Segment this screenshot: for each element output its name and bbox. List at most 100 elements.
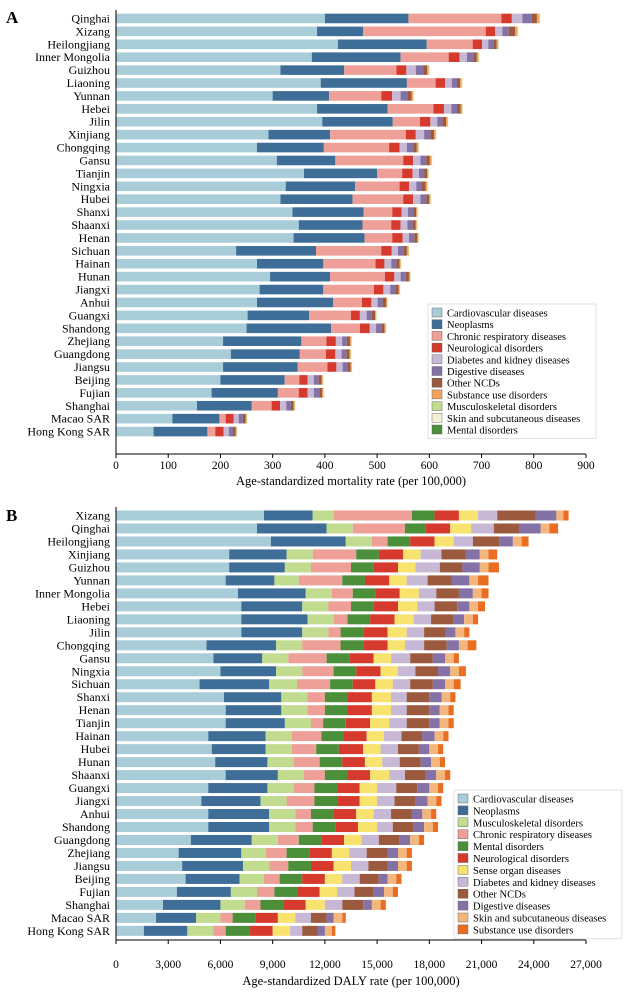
panel-b-x-tick-label: 27,000 — [570, 959, 602, 971]
panel-a-bar-anhui-neoplasms — [257, 297, 334, 308]
panel-a-bar-jiangxi-cardiovascular-diseases — [116, 284, 260, 295]
panel-b-bar-anhui-substance-use-disorders — [431, 809, 437, 820]
panel-a-bar-shanxi-chronic-respiratory-diseases — [363, 207, 393, 217]
panel-a-x-tick-label: 700 — [473, 460, 491, 472]
panel-b-bar-macao-sar-mental-disorders — [232, 912, 256, 923]
panel-a-bar-shanghai-chronic-respiratory-diseases — [251, 400, 272, 411]
panel-a-bar-shaanxi-neoplasms — [298, 220, 363, 230]
panel-a-bar-xinjiang-substance-use-disorders — [434, 129, 436, 140]
panel-a-bar-shaanxi-musculoskeletal-disorders — [416, 220, 418, 230]
panel-b-bar-xinjiang-diabetes-and-kidney-diseases — [420, 549, 442, 560]
panel-a-bar-shandong-skin-and-subcutaneous-diseases — [385, 323, 387, 334]
panel-a-category-label: Tianjin — [76, 166, 110, 180]
panel-b-bar-ningxia-mental-disorders — [333, 666, 357, 677]
panel-b-bar-gansu-neurological-disorders — [349, 653, 374, 664]
panel-b-bar-qinghai-musculoskeletal-disorders — [326, 523, 353, 534]
panel-a-bar-shanghai-cardiovascular-diseases — [116, 400, 197, 411]
panel-b-bar-tianjin-other-ncds — [406, 718, 430, 729]
panel-b-bar-xizang-musculoskeletal-disorders — [312, 510, 334, 521]
panel-b-bar-shandong-neurological-disorders — [335, 822, 358, 833]
panel-b-bar-guangxi-sense-organ-diseases — [359, 783, 378, 794]
panel-a-bar-hong-kong-sar-diabetes-and-kidney-diseases — [223, 426, 229, 437]
panel-b-x-tick-label: 9,000 — [260, 959, 286, 971]
panel-b-bar-zhejiang-neurological-disorders — [309, 847, 332, 858]
panel-b-bar-gansu-substance-use-disorders — [453, 653, 459, 664]
panel-a-bar-hong-kong-sar-substance-use-disorders — [235, 426, 237, 437]
panel-a-bar-jiangsu-neoplasms — [223, 362, 298, 372]
panel-a-bar-guangdong-neoplasms — [230, 349, 300, 359]
panel-a-bar-hebei-chronic-respiratory-diseases — [387, 104, 434, 114]
panel-b-x-tick-label: 24,000 — [518, 959, 550, 971]
panel-a-bar-ningxia-skin-and-subcutaneous-diseases — [427, 181, 429, 192]
panel-a-bar-anhui-digestive-diseases — [377, 297, 383, 308]
panel-b-category-label: Hebei — [81, 599, 110, 613]
panel-b-bar-shaanxi-other-ncds — [404, 770, 426, 781]
panel-a-bar-xizang-chronic-respiratory-diseases — [363, 26, 486, 37]
panel-b-category-label: Shanghai — [65, 898, 110, 912]
panel-b-category-label: Liaoning — [67, 612, 110, 626]
panel-b-bar-anhui-diabetes-and-kidney-diseases — [373, 809, 392, 820]
panel-a-bar-anhui-cardiovascular-diseases — [116, 297, 257, 308]
panel-b-bar-guangdong-chronic-respiratory-diseases — [277, 834, 299, 845]
panel-b-bar-hubei-mental-disorders — [316, 744, 339, 755]
panel-a-bar-qinghai-cardiovascular-diseases — [116, 13, 325, 24]
panel-a-bar-tianjin-cardiovascular-diseases — [116, 168, 304, 179]
panel-b-bar-guangxi-substance-use-disorders — [438, 783, 444, 794]
panel-a-bar-shaanxi-diabetes-and-kidney-diseases — [400, 220, 408, 230]
panel-b-bar-jilin-skin-and-subcutaneous-diseases — [455, 627, 465, 638]
panel-b-bar-chongqing-neurological-disorders — [363, 640, 388, 651]
panel-b-bar-guizhou-substance-use-disorders — [488, 562, 499, 573]
panel-b-bar-guizhou-mental-disorders — [351, 562, 374, 573]
panel-a-bar-anhui-other-ncds — [382, 297, 386, 308]
panel-b-bar-sichuan-cardiovascular-diseases — [116, 679, 200, 690]
panel-a-bar-jiangsu-diabetes-and-kidney-diseases — [336, 362, 343, 372]
panel-b-bar-ningxia-sense-organ-diseases — [380, 666, 398, 677]
panel-b-bar-zhejiang-skin-and-subcutaneous-diseases — [398, 847, 407, 858]
panel-b-bar-heilongjiang-skin-and-subcutaneous-diseases — [512, 536, 522, 547]
panel-b-bar-tianjin-skin-and-subcutaneous-diseases — [439, 718, 449, 729]
panel-b-bar-guangxi-musculoskeletal-disorders — [267, 783, 294, 794]
panel-a-bar-jiangxi-digestive-diseases — [390, 284, 396, 295]
panel-b-bar-hainan-musculoskeletal-disorders — [265, 731, 292, 742]
panel-b-bar-guangdong-diabetes-and-kidney-diseases — [361, 834, 379, 845]
panel-b-bar-macao-sar-diabetes-and-kidney-diseases — [295, 912, 311, 923]
panel-a-bar-ningxia-neurological-disorders — [399, 181, 409, 192]
panel-a-bar-xizang-diabetes-and-kidney-diseases — [495, 26, 503, 37]
panel-b-bar-anhui-neurological-disorders — [333, 809, 357, 820]
panel-a-bar-liaoning-digestive-diseases — [451, 78, 458, 88]
panel-b-bar-ningxia-skin-and-subcutaneous-diseases — [450, 666, 459, 677]
panel-a-bar-guangxi-neurological-disorders — [351, 310, 360, 321]
panel-b-bar-fujian-skin-and-subcutaneous-diseases — [384, 886, 393, 897]
panel-b-bar-hong-kong-sar-digestive-diseases — [317, 925, 325, 936]
panel-a-bar-ningxia-musculoskeletal-disorders — [427, 181, 428, 192]
panel-b-bar-shanghai-diabetes-and-kidney-diseases — [324, 899, 343, 910]
panel-a-bar-shaanxi-substance-use-disorders — [415, 220, 417, 230]
panel-b-bar-jiangxi-neoplasms — [201, 796, 261, 807]
panel-b-bar-macao-sar-other-ncds — [310, 912, 327, 923]
panel-a-bar-shandong-other-ncds — [381, 323, 385, 334]
panel-a-bar-shanghai-diabetes-and-kidney-diseases — [279, 400, 287, 411]
panel-b-bar-xinjiang-digestive-diseases — [465, 549, 480, 560]
panel-a-bar-shanghai-neurological-disorders — [271, 400, 280, 411]
panel-b-bar-liaoning-sense-organ-diseases — [394, 614, 414, 625]
panel-b-bar-henan-substance-use-disorders — [448, 705, 454, 716]
panel-a-bar-guangdong-neurological-disorders — [325, 349, 336, 359]
panel-a-bar-gansu-diabetes-and-kidney-diseases — [413, 155, 421, 166]
panel-b-bar-shandong-neoplasms — [208, 822, 270, 833]
panel-b-category-label: Shaanxi — [71, 768, 110, 782]
panel-b-bar-inner-mongolia-musculoskeletal-disorders — [305, 588, 332, 599]
panel-b-bar-hainan-diabetes-and-kidney-diseases — [384, 731, 402, 742]
panel-a-bar-gansu-chronic-respiratory-diseases — [335, 155, 404, 166]
panel-b-category-label: Tianjin — [76, 716, 110, 730]
panel-a-bar-shanxi-skin-and-subcutaneous-diseases — [417, 207, 419, 217]
panel-a-category-label: Yunnan — [73, 89, 110, 103]
panel-b-bar-liaoning-skin-and-subcutaneous-diseases — [464, 614, 473, 625]
panel-b-legend-swatch-neurological-disorders — [457, 853, 469, 863]
panel-b-bar-heilongjiang-neoplasms — [270, 536, 346, 547]
panel-a-category-label: Heilongjiang — [47, 37, 110, 51]
panel-b-bar-yunnan-sense-organ-diseases — [389, 575, 407, 586]
panel-a-bar-xinjiang-musculoskeletal-disorders — [435, 129, 437, 140]
panel-b-bar-liaoning-mental-disorders — [347, 614, 371, 625]
panel-b-legend-swatch-sense-organ-diseases — [457, 865, 469, 875]
panel-b-bar-chongqing-skin-and-subcutaneous-diseases — [458, 640, 468, 651]
